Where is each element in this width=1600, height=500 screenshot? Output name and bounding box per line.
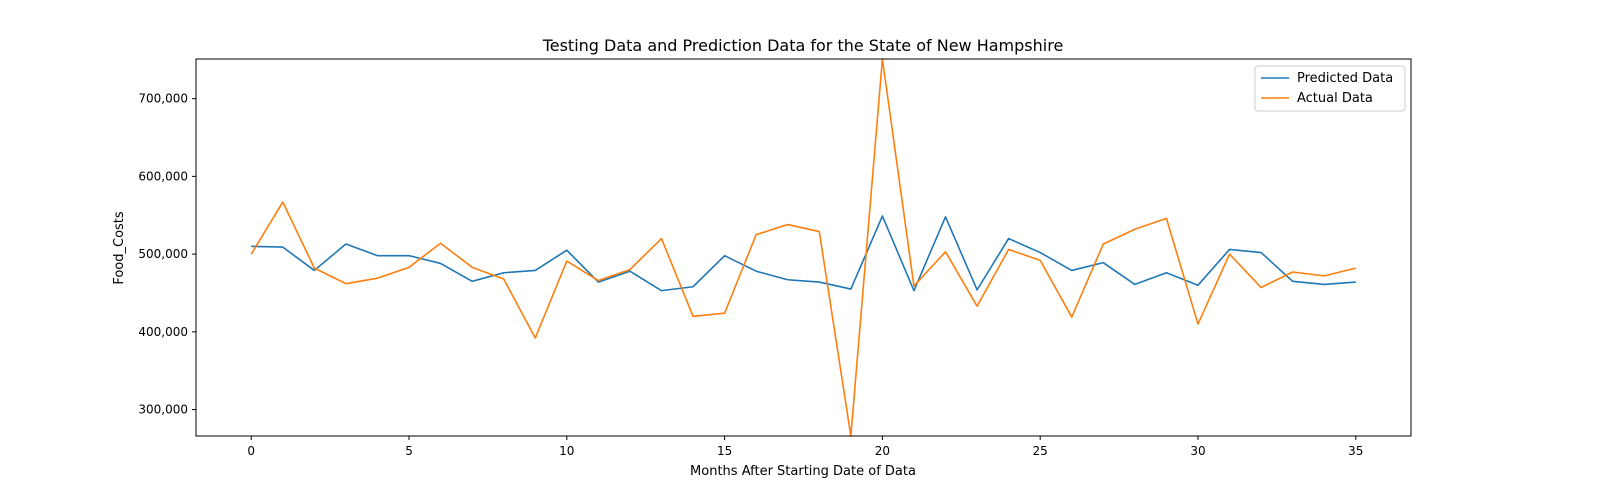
legend-label-1: Actual Data bbox=[1297, 91, 1373, 106]
series-line-1 bbox=[250, 58, 1356, 437]
y-tick-label: 500,000 bbox=[138, 247, 188, 261]
x-tick-label: 5 bbox=[405, 444, 413, 458]
chart-title: Testing Data and Prediction Data for the… bbox=[542, 36, 1064, 55]
y-tick-label: 700,000 bbox=[138, 92, 188, 106]
y-tick-label: 400,000 bbox=[138, 325, 188, 339]
x-tick-label: 0 bbox=[247, 444, 255, 458]
legend-box bbox=[1254, 65, 1406, 112]
x-axis-label: Months After Starting Date of Data bbox=[690, 464, 916, 479]
x-tick-label: 15 bbox=[717, 444, 732, 458]
x-axis: 0 5 10 15 20 25 30 35 bbox=[247, 436, 1363, 458]
x-tick-label: 30 bbox=[1190, 444, 1205, 458]
y-tick-label: 300,000 bbox=[138, 403, 188, 417]
y-axis-label: Food_Costs bbox=[112, 211, 127, 285]
plot-lines bbox=[250, 58, 1356, 437]
x-tick-label: 20 bbox=[875, 444, 890, 458]
y-axis: 300,000 400,000 500,000 600,000 700,000 bbox=[138, 92, 196, 417]
series-line-0 bbox=[251, 215, 1356, 292]
x-tick-label: 25 bbox=[1033, 444, 1048, 458]
legend: Predicted Data Actual Data bbox=[1254, 65, 1406, 112]
legend-label-0: Predicted Data bbox=[1297, 71, 1393, 86]
x-tick-label: 35 bbox=[1348, 444, 1363, 458]
x-tick-label: 10 bbox=[559, 444, 574, 458]
y-tick-label: 600,000 bbox=[138, 169, 188, 183]
plot-frame bbox=[195, 58, 1412, 437]
